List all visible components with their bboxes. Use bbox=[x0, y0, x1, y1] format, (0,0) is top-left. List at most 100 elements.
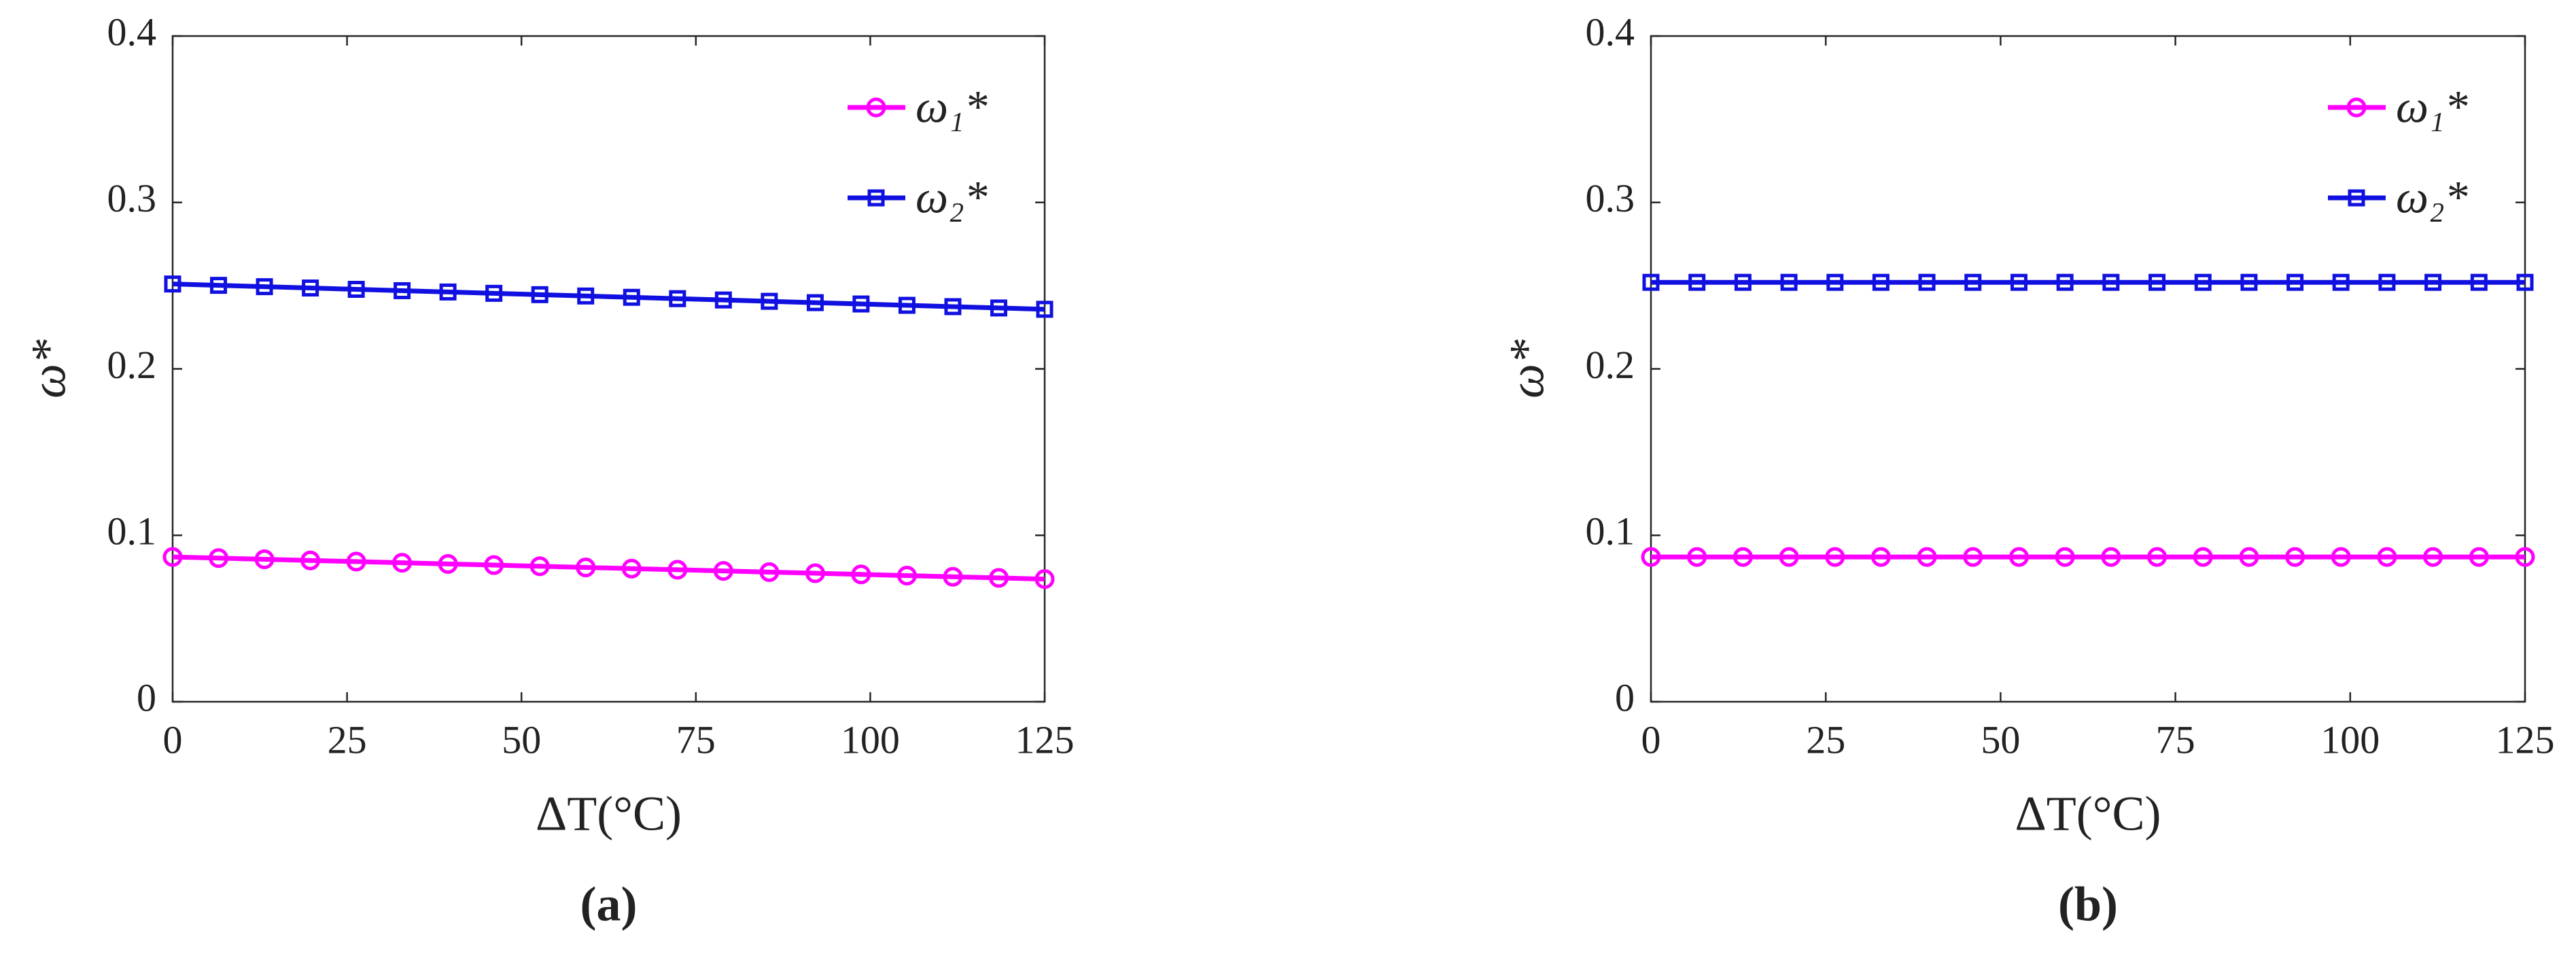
point bbox=[300, 550, 321, 570]
point bbox=[2332, 273, 2350, 291]
point bbox=[2056, 273, 2074, 291]
panel-caption: (b) bbox=[2058, 877, 2118, 932]
panel-caption: (a) bbox=[580, 877, 638, 932]
point bbox=[438, 553, 458, 574]
point bbox=[394, 282, 411, 299]
legend-marker bbox=[2346, 97, 2367, 118]
y-tick-label: 0.4 bbox=[1586, 10, 1635, 54]
legend-label: ω₂* bbox=[2396, 171, 2468, 223]
y-tick-label: 0 bbox=[1615, 675, 1635, 719]
point bbox=[2148, 273, 2166, 291]
point bbox=[2101, 547, 2121, 567]
point bbox=[1780, 273, 1798, 291]
point bbox=[1036, 301, 1054, 318]
x-tick-label: 50 bbox=[502, 717, 541, 762]
point bbox=[2469, 547, 2489, 567]
legend-label: ω₁* bbox=[916, 81, 988, 133]
point bbox=[576, 557, 596, 577]
point bbox=[2424, 273, 2442, 291]
point bbox=[485, 284, 503, 302]
point bbox=[1963, 547, 1983, 567]
y-tick-label: 0.3 bbox=[1586, 176, 1635, 220]
point bbox=[254, 549, 275, 569]
plot: 0 25 50 75 100 125 0 0.1 0.2 0.3 0.4 ΔT(°C) ω* (a) ω₁*… bbox=[22, 10, 1075, 931]
point bbox=[1826, 273, 1844, 291]
point bbox=[1642, 273, 1660, 291]
point bbox=[669, 290, 686, 307]
point bbox=[2515, 547, 2535, 567]
point bbox=[210, 277, 228, 294]
point bbox=[944, 298, 962, 316]
point bbox=[2423, 547, 2443, 567]
y-tick-label: 0.4 bbox=[107, 10, 157, 54]
point bbox=[529, 556, 550, 577]
point bbox=[667, 560, 688, 580]
point bbox=[2377, 547, 2397, 567]
point bbox=[1918, 273, 1936, 291]
point bbox=[2240, 273, 2258, 291]
point bbox=[577, 287, 595, 305]
point bbox=[623, 288, 640, 306]
plot: 0 25 50 75 100 125 0 0.1 0.2 0.3 0.4 ΔT(°C) ω* (b) ω₁*… bbox=[1500, 10, 2555, 931]
point bbox=[2147, 547, 2168, 567]
point bbox=[439, 283, 457, 301]
x-axis-label: ΔT(°C) bbox=[2015, 787, 2161, 841]
y-tick-label: 0.1 bbox=[1586, 509, 1635, 553]
point bbox=[1688, 273, 1706, 291]
point bbox=[2331, 547, 2351, 567]
point bbox=[2239, 547, 2259, 567]
point bbox=[1733, 547, 1753, 567]
point bbox=[1779, 547, 1799, 567]
x-tick-label: 25 bbox=[328, 717, 367, 762]
point bbox=[851, 564, 871, 585]
point bbox=[1825, 547, 1845, 567]
point bbox=[988, 568, 1009, 588]
point bbox=[2470, 273, 2488, 291]
point bbox=[805, 563, 825, 583]
point bbox=[1870, 547, 1891, 567]
point bbox=[2378, 273, 2396, 291]
point bbox=[302, 279, 319, 297]
legend-label: ω₂* bbox=[916, 171, 988, 223]
y-axis-label: ω* bbox=[22, 339, 76, 398]
point bbox=[2285, 547, 2305, 567]
point bbox=[714, 291, 732, 309]
x-tick-label: 125 bbox=[1015, 717, 1075, 762]
point bbox=[2008, 547, 2029, 567]
point bbox=[759, 562, 780, 582]
x-tick-label: 50 bbox=[1981, 717, 2020, 762]
legend-marker bbox=[2348, 189, 2365, 207]
point bbox=[209, 548, 229, 568]
point bbox=[164, 275, 181, 293]
point bbox=[2010, 273, 2027, 291]
point bbox=[943, 566, 963, 587]
x-axis-label: ΔT(°C) bbox=[536, 787, 682, 841]
y-tick-label: 0.2 bbox=[1586, 343, 1635, 387]
point bbox=[1641, 547, 1661, 567]
x-tick-label: 0 bbox=[163, 717, 183, 762]
x-tick-label: 25 bbox=[1806, 717, 1845, 762]
plot-frame bbox=[1650, 35, 2526, 703]
point bbox=[1034, 569, 1055, 590]
point bbox=[1734, 273, 1752, 291]
point bbox=[1872, 273, 1890, 291]
x-tick-label: 125 bbox=[2496, 717, 2555, 762]
point bbox=[1687, 547, 1707, 567]
point bbox=[347, 281, 365, 299]
point bbox=[806, 294, 824, 311]
point bbox=[1917, 547, 1937, 567]
y-axis-label: ω* bbox=[1500, 339, 1554, 398]
x-tick-label: 100 bbox=[841, 717, 900, 762]
point bbox=[898, 296, 916, 314]
y-tick-label: 0 bbox=[137, 675, 156, 719]
y-tick-label: 0.3 bbox=[107, 176, 157, 220]
point bbox=[2194, 273, 2212, 291]
point bbox=[1964, 273, 1982, 291]
x-tick-label: 75 bbox=[676, 717, 716, 762]
point bbox=[990, 299, 1007, 317]
point bbox=[256, 278, 273, 296]
point bbox=[2193, 547, 2213, 567]
point bbox=[392, 553, 413, 573]
point bbox=[761, 292, 778, 310]
